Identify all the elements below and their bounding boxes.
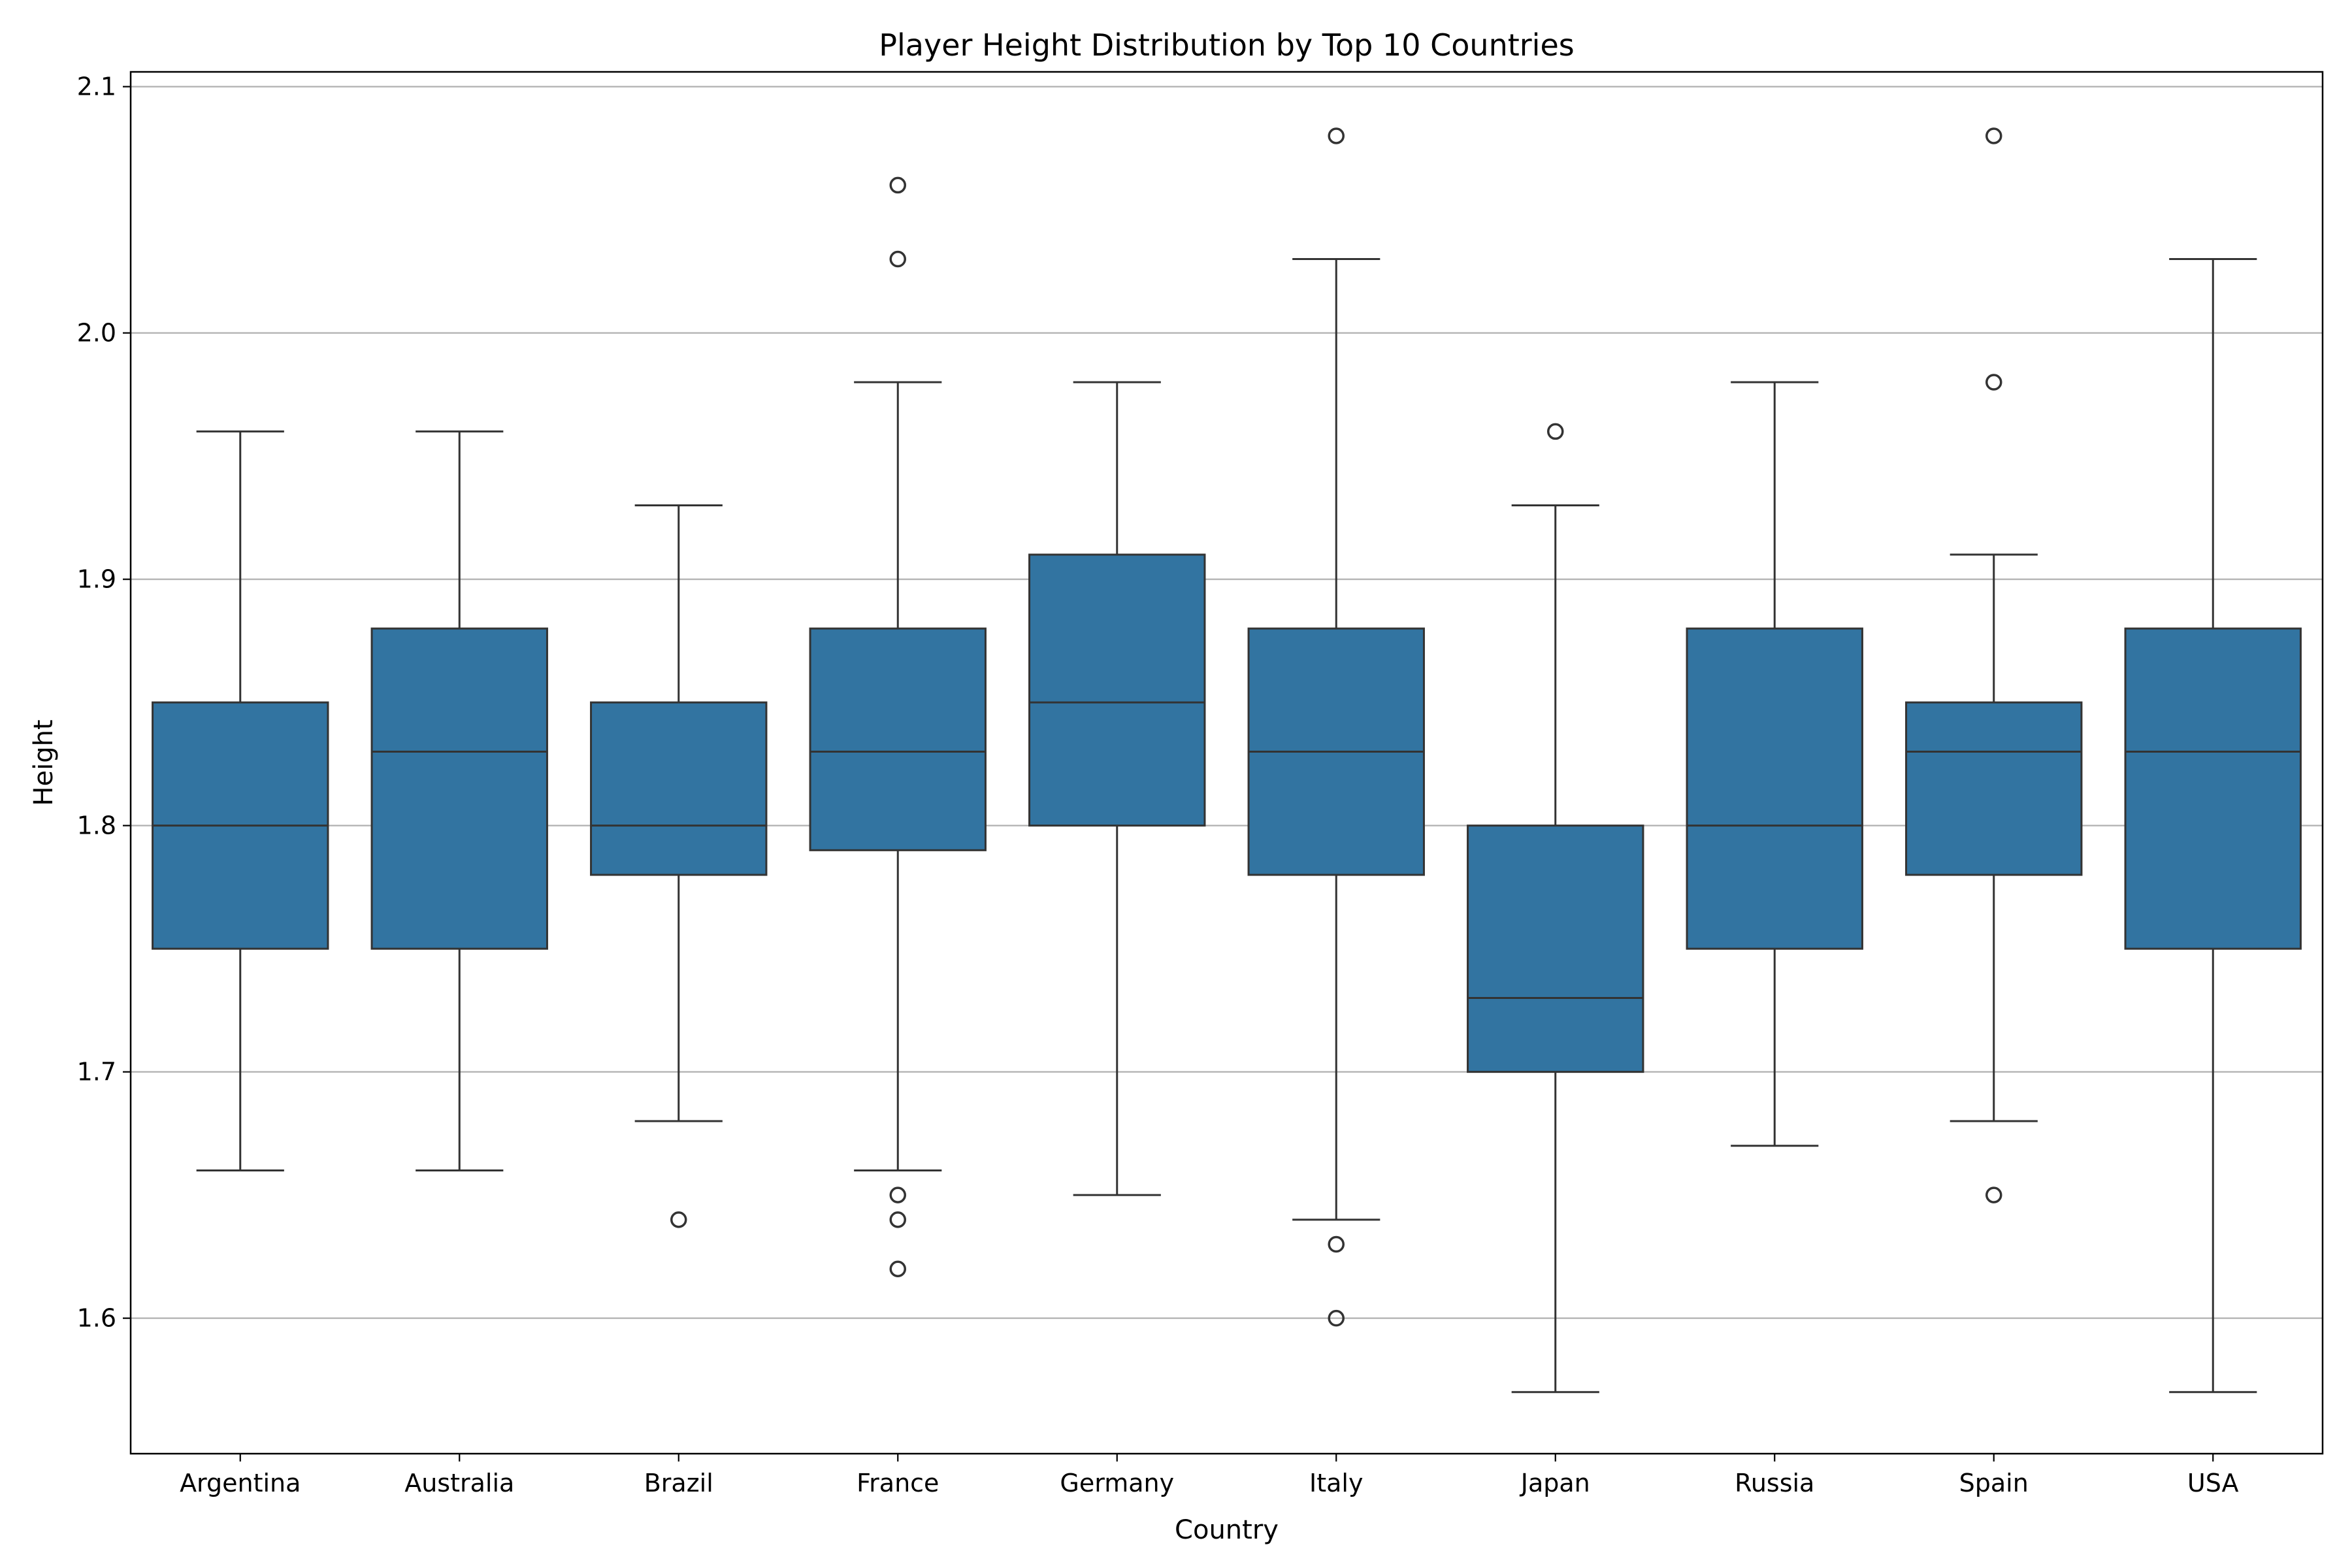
y-axis-title: Height: [29, 719, 59, 806]
outlier-point: [889, 250, 906, 268]
iqr-box: [2124, 627, 2302, 950]
iqr-box: [590, 701, 768, 876]
x-tick-label: Italy: [1309, 1469, 1363, 1497]
outlier-point: [670, 1211, 687, 1228]
box-brazil: [590, 504, 768, 1228]
iqr-box: [1905, 701, 2083, 876]
y-tick-label: 2.1: [77, 73, 116, 101]
x-axis-ticks: Argentina Australia Brazil France Germany Ita…: [180, 1454, 2239, 1497]
box-usa: [2124, 258, 2302, 1394]
y-tick-label: 1.7: [77, 1058, 116, 1086]
box-japan: [1467, 423, 1644, 1394]
x-tick-label: Argentina: [180, 1469, 301, 1497]
iqr-box: [370, 627, 548, 950]
y-tick-label: 1.9: [77, 565, 116, 594]
chart-title: Player Height Distribution by Top 10 Cou…: [879, 27, 1574, 63]
box-russia: [1686, 381, 1863, 1147]
x-tick-label: Brazil: [644, 1469, 713, 1497]
x-tick-label: France: [857, 1469, 939, 1497]
outlier-point: [1328, 1309, 1345, 1327]
outlier-point: [1985, 1186, 2002, 1203]
x-axis-title: Country: [1175, 1515, 1279, 1545]
outlier-point: [1547, 423, 1564, 440]
outlier-point: [889, 1260, 906, 1277]
iqr-box: [1028, 553, 1206, 827]
y-tick-label: 1.8: [77, 811, 116, 840]
plot-frame: [129, 71, 2324, 1455]
x-tick-label: Japan: [1520, 1469, 1590, 1497]
box-germany: [1028, 381, 1206, 1196]
box-spain: [1905, 127, 2083, 1203]
box-argentina: [152, 430, 329, 1171]
outlier-point: [889, 176, 906, 194]
box-italy: [1247, 127, 1425, 1327]
outlier-point: [1985, 374, 2002, 391]
x-tick-label: Australia: [404, 1469, 514, 1497]
outlier-point: [889, 1186, 906, 1203]
box-france: [809, 176, 987, 1277]
y-axis-ticks: 1.6 1.7 1.8 1.9 2.0 2.1: [77, 73, 131, 1333]
y-tick-label: 2.0: [77, 319, 116, 348]
x-tick-label: Spain: [1959, 1469, 2029, 1497]
boxes-layer: [152, 127, 2302, 1394]
outlier-point: [1985, 127, 2002, 144]
y-tick-label: 1.6: [77, 1304, 116, 1333]
box-australia: [370, 430, 548, 1171]
iqr-box: [1686, 627, 1863, 950]
iqr-box: [809, 627, 987, 851]
x-tick-label: USA: [2187, 1469, 2239, 1497]
iqr-box: [1467, 825, 1644, 1073]
outlier-point: [889, 1211, 906, 1228]
x-tick-label: Russia: [1735, 1469, 1814, 1497]
outlier-point: [1328, 1235, 1345, 1253]
x-tick-label: Germany: [1060, 1469, 1174, 1497]
outlier-point: [1328, 127, 1345, 144]
